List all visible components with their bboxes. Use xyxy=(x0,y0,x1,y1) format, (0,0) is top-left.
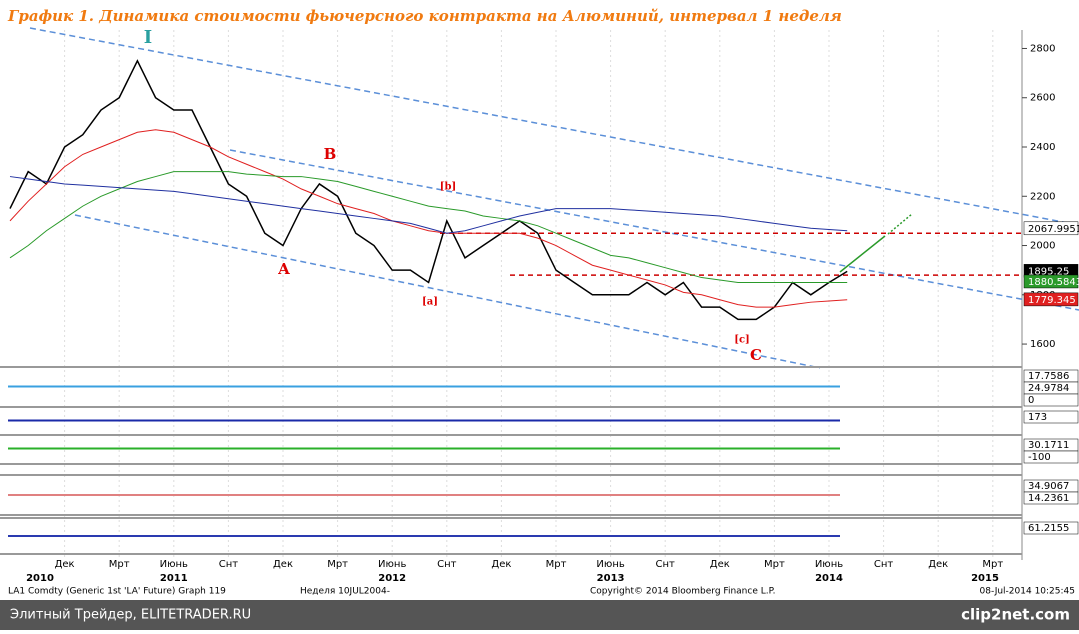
x-tick-label: Дек xyxy=(491,559,511,570)
trend-line xyxy=(29,27,1079,226)
annotation: C xyxy=(750,346,762,364)
panel-separator xyxy=(0,517,1022,519)
panel-separator xyxy=(0,406,1022,408)
panel-label: 14.2361 xyxy=(1028,493,1069,504)
x-tick-label: Дек xyxy=(273,559,293,570)
series-line xyxy=(9,59,848,321)
footer-text: Copyright© 2014 Bloomberg Finance L.P. xyxy=(590,587,775,597)
price-tag-label: 2067.9951 xyxy=(1028,224,1079,235)
x-year-label: 2013 xyxy=(597,573,625,584)
footer-text: 08-Jul-2014 10:25:45 xyxy=(980,587,1076,597)
x-year-label: 2015 xyxy=(971,573,999,584)
panel-separator xyxy=(0,514,1022,516)
x-tick-label: Снт xyxy=(437,559,457,570)
panel-label: 173 xyxy=(1028,412,1047,423)
price-tag xyxy=(1023,292,1079,307)
x-tick-label: Снт xyxy=(219,559,239,570)
panel-label: 17.7586 xyxy=(1028,371,1069,382)
trend-line xyxy=(74,214,821,369)
arrow xyxy=(887,213,913,235)
footer-text: Неделя 10JUL2004- xyxy=(300,587,390,597)
price-tag xyxy=(1023,221,1079,236)
footer-text: LA1 Comdty (Generic 1st 'LA' Future) Gra… xyxy=(8,587,226,597)
x-tick-label: Июнь xyxy=(378,559,406,570)
y-tick-label: 2200 xyxy=(1030,191,1055,202)
panel-separator xyxy=(0,434,1022,436)
panel-label: 30.1711 xyxy=(1028,440,1069,451)
x-tick-label: Июнь xyxy=(160,559,188,570)
x-tick-label: Снт xyxy=(656,559,676,570)
arrow xyxy=(839,235,886,273)
annotation: [c] xyxy=(734,335,750,346)
x-tick-label: Снт xyxy=(874,559,894,570)
price-tag-label: 1895.25 xyxy=(1028,266,1069,277)
watermark: Элитный Трейдер, ELITETRADER.RU xyxy=(10,608,251,623)
x-year-label: 2011 xyxy=(160,573,188,584)
panel-separator xyxy=(0,474,1022,476)
x-tick-label: Июнь xyxy=(596,559,624,570)
y-tick-label: 1600 xyxy=(1030,339,1055,350)
price-tag xyxy=(1023,274,1079,289)
trend-line xyxy=(229,149,1079,311)
panel-tag xyxy=(1023,393,1079,407)
series-line xyxy=(9,171,848,283)
series-line xyxy=(9,129,848,308)
panel-tag xyxy=(1023,410,1079,424)
x-tick-label: Июнь xyxy=(815,559,843,570)
series-line xyxy=(9,176,848,234)
panel-separator xyxy=(0,366,1022,368)
panel-label: 24.9784 xyxy=(1028,383,1069,394)
price-tag-label: 1779.345 xyxy=(1028,295,1076,306)
x-year-label: 2012 xyxy=(378,573,406,584)
x-tick-label: Дек xyxy=(710,559,730,570)
panel-tag xyxy=(1023,521,1079,535)
panel-tag xyxy=(1023,491,1079,505)
watermark-bar xyxy=(0,600,1079,630)
panel-separator xyxy=(0,553,1022,555)
y-tick-label: 2600 xyxy=(1030,93,1055,104)
x-tick-label: Дек xyxy=(928,559,948,570)
x-tick-label: Мрт xyxy=(546,559,567,570)
x-tick-label: Мрт xyxy=(764,559,785,570)
panel-label: 0 xyxy=(1028,395,1034,406)
panel-label: -100 xyxy=(1028,452,1051,463)
annotation: A xyxy=(277,260,290,278)
annotation: [a] xyxy=(422,297,438,308)
y-tick-label: 2400 xyxy=(1030,142,1055,153)
x-year-label: 2010 xyxy=(26,573,54,584)
panel-tag xyxy=(1023,450,1079,464)
annotation: [b] xyxy=(440,182,456,193)
x-tick-label: Мрт xyxy=(109,559,130,570)
watermark: clip2net.com xyxy=(961,606,1070,624)
y-tick-label: 2000 xyxy=(1030,241,1055,252)
x-tick-label: Мрт xyxy=(982,559,1003,570)
chart-title: График 1. Динамика стоимости фьючерсного… xyxy=(7,7,842,25)
price-tag-label: 1880.5843 xyxy=(1028,277,1079,288)
annotation: I xyxy=(144,27,152,48)
panel-label: 34.9067 xyxy=(1028,481,1069,492)
y-tick-label: 2800 xyxy=(1030,43,1055,54)
x-tick-label: Мрт xyxy=(327,559,348,570)
x-tick-label: Дек xyxy=(55,559,75,570)
x-year-label: 2014 xyxy=(815,573,843,584)
panel-separator xyxy=(0,463,1022,465)
panel-label: 61.2155 xyxy=(1028,523,1069,534)
annotation: B xyxy=(324,145,337,163)
